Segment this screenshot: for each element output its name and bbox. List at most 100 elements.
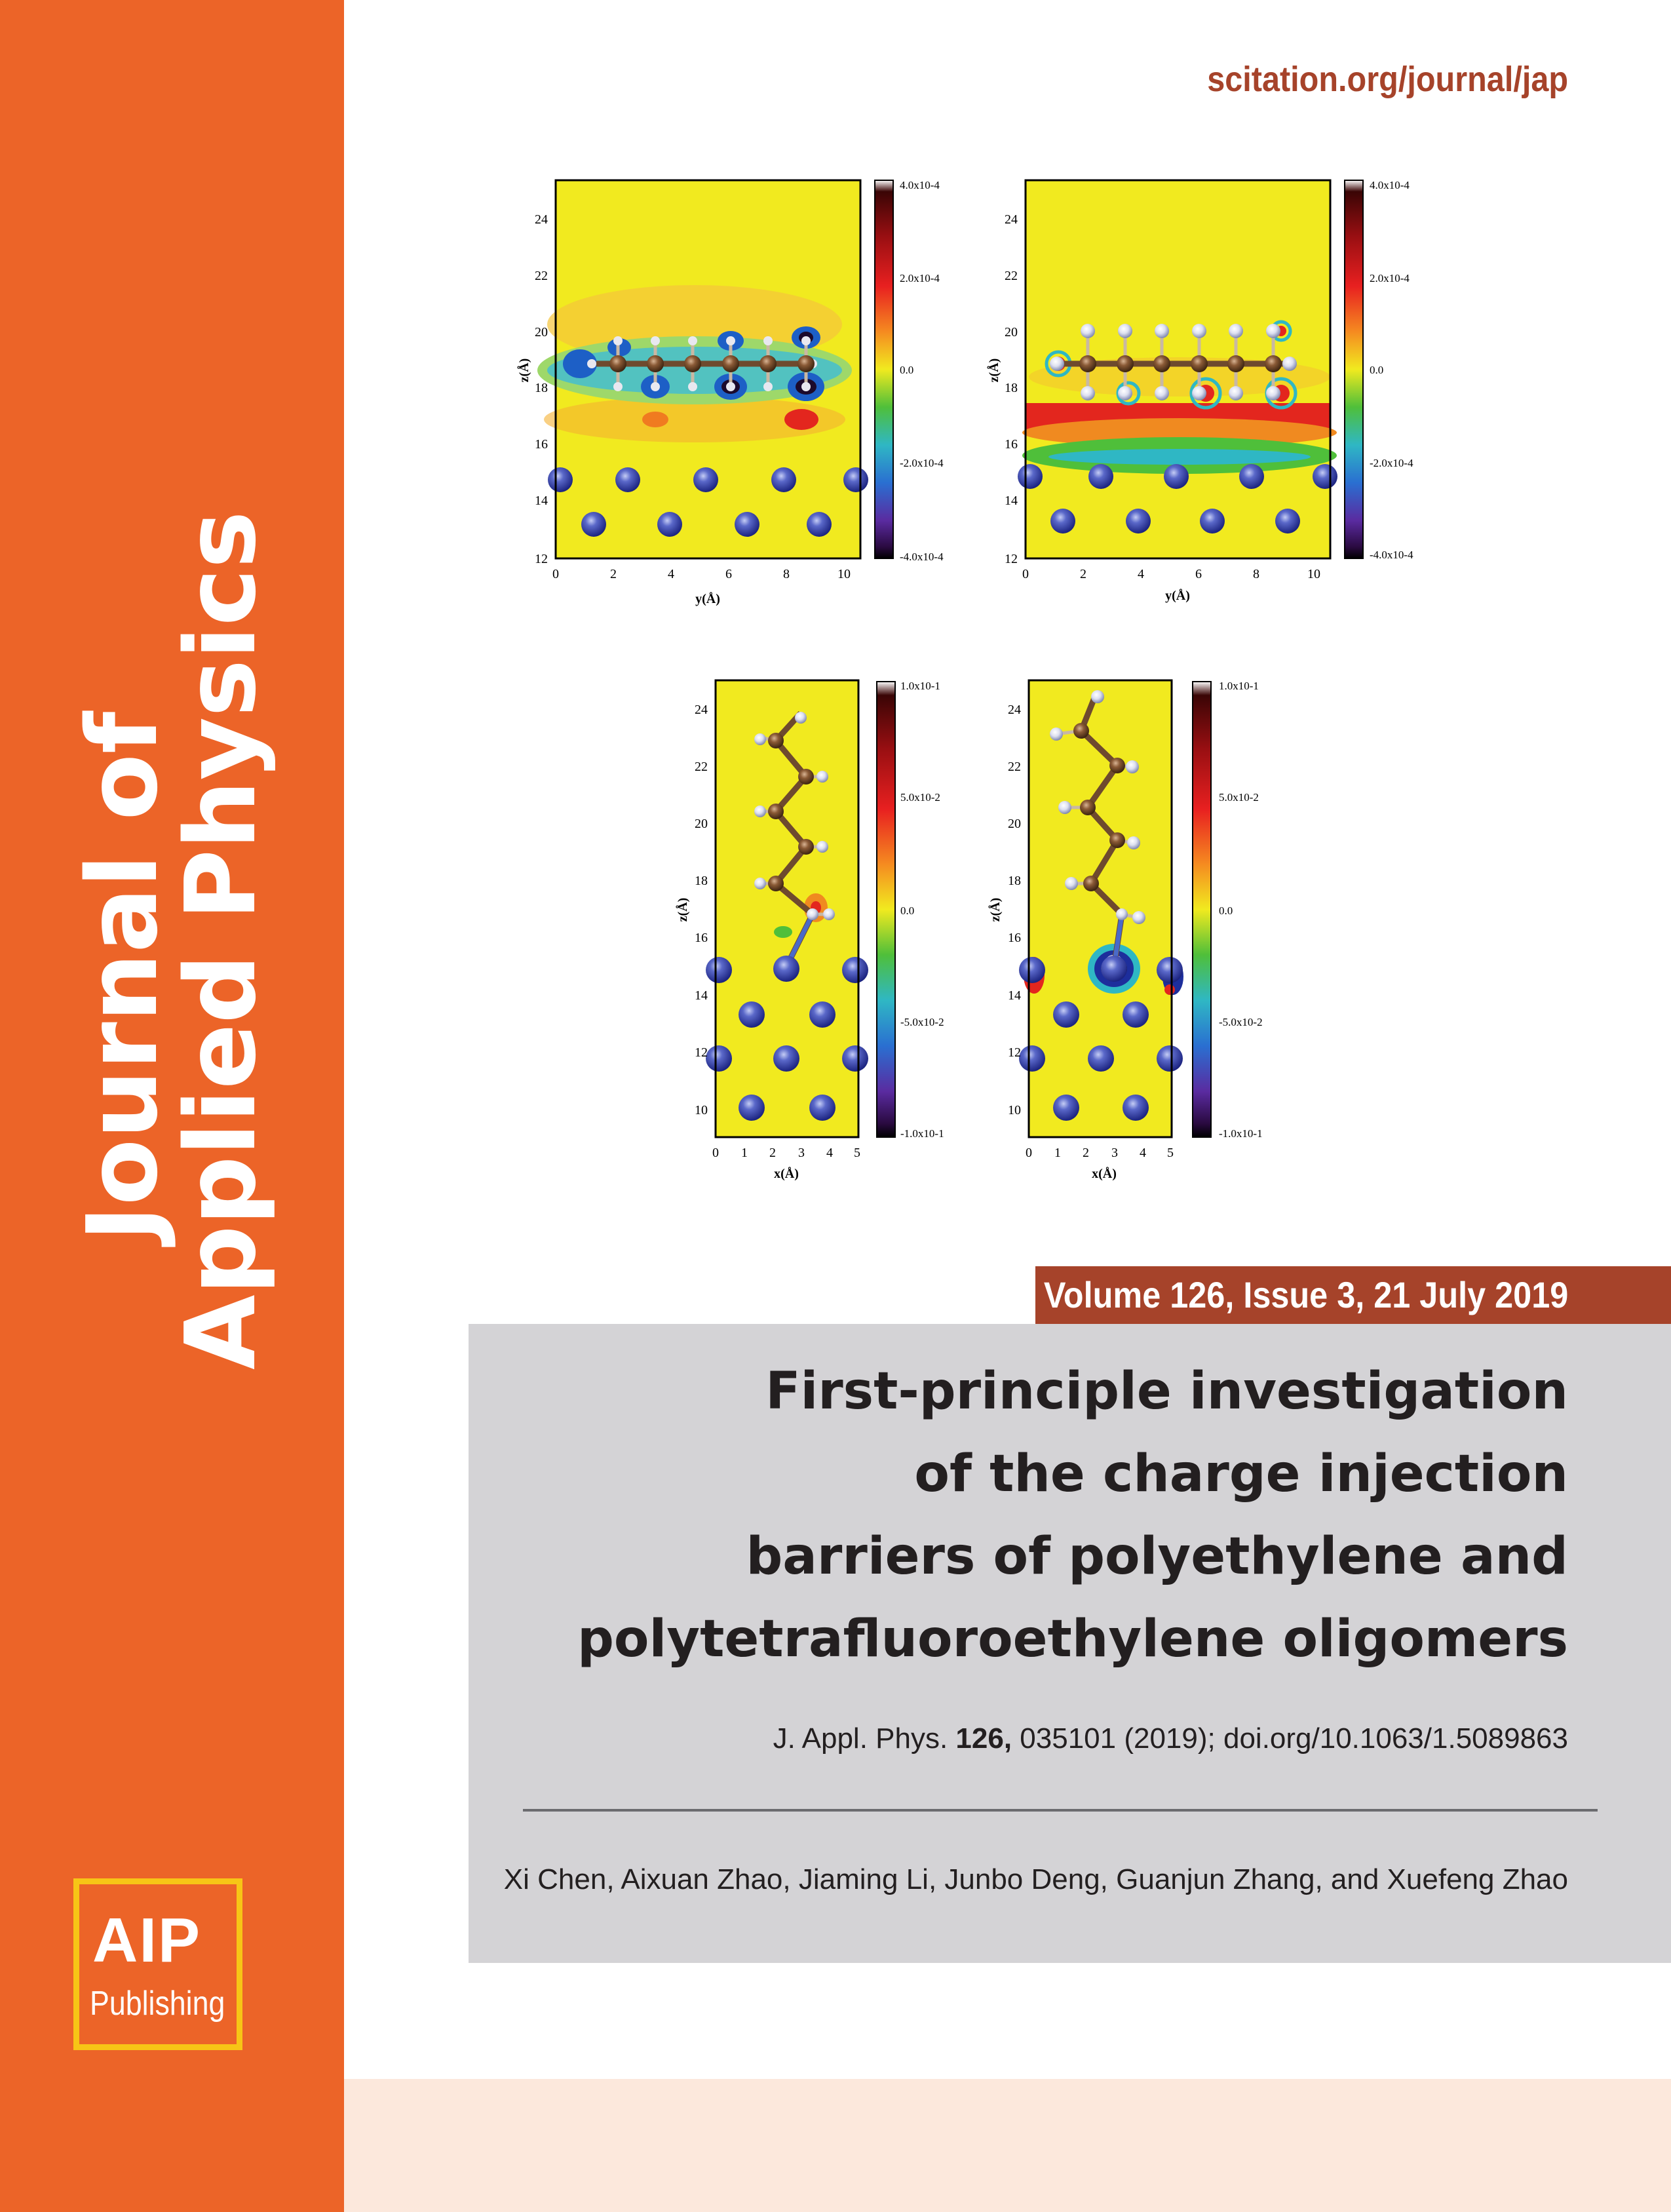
citation-rest: 035101 (2019); doi.org/10.1063/1.5089863	[1012, 1722, 1568, 1755]
tick-label: 16	[695, 931, 708, 945]
tick-label: 12	[535, 552, 548, 566]
panel1-x-ticks: 0 2 4 6 8 10	[552, 567, 851, 581]
divider	[523, 1809, 1598, 1812]
tick-label: 12	[1005, 552, 1018, 566]
tick-label: 12	[1008, 1045, 1021, 1060]
colorbar-label: -2.0x10-4	[900, 457, 944, 469]
tick-label: 0	[712, 1146, 719, 1160]
tick-label: 4	[1140, 1146, 1146, 1160]
colorbar-label: 5.0x10-2	[1219, 791, 1259, 804]
tick-label: 16	[535, 437, 548, 452]
cover-figure: 12 14 16 18 20 22 24 0 2 4 6 8 10 y(Å) z…	[516, 179, 1413, 1181]
colorbar-label: 0.0	[1219, 904, 1233, 917]
tick-label: 6	[1195, 567, 1202, 581]
panel3-xlabel: x(Å)	[774, 1166, 799, 1181]
panel-top-right: 12 14 16 18 20 22 24 0 2 4 6 8 10 y(Å) z…	[986, 179, 1413, 603]
panel3-ylabel: z(Å)	[675, 898, 690, 922]
volume-bar	[1035, 1266, 1671, 1324]
tick-label: 22	[1008, 760, 1021, 774]
tick-label: 10	[695, 1103, 708, 1117]
tick-label: 18	[695, 874, 708, 888]
tick-label: 22	[695, 760, 708, 774]
colorbar-label: -1.0x10-1	[1219, 1127, 1263, 1140]
tick-label: 24	[1005, 212, 1018, 227]
logo-publishing-text: Publishing	[90, 1985, 225, 2023]
tick-label: 4	[826, 1146, 833, 1160]
journal-url[interactable]: scitation.org/journal/jap	[1207, 60, 1568, 99]
article-box	[469, 1324, 1671, 1963]
tick-label: 12	[695, 1045, 708, 1060]
tick-label: 0	[1022, 567, 1029, 581]
panel2-colorbar	[1344, 180, 1364, 559]
tick-label: 10	[837, 567, 851, 581]
citation: J. Appl. Phys. 126, 035101 (2019); doi.o…	[773, 1722, 1568, 1755]
tick-label: 24	[695, 703, 708, 717]
tick-label: 8	[1253, 567, 1259, 581]
bottom-band	[344, 2079, 1671, 2212]
colorbar-label: -5.0x10-2	[900, 1016, 944, 1028]
tick-label: 0	[1026, 1146, 1032, 1160]
sidebar	[0, 0, 344, 2212]
tick-label: 24	[1008, 703, 1021, 717]
colorbar-label: 4.0x10-4	[900, 179, 940, 191]
tick-label: 5	[854, 1146, 860, 1160]
colorbar-label: -5.0x10-2	[1219, 1016, 1263, 1028]
colorbar-label: 1.0x10-1	[900, 680, 940, 692]
tick-label: 2	[610, 567, 617, 581]
tick-label: 24	[535, 212, 548, 227]
tick-label: 20	[695, 817, 708, 831]
colorbar-label: 2.0x10-4	[1370, 272, 1410, 284]
article-title-line: barriers of polyethylene and	[746, 1527, 1568, 1586]
panel-top-left: 12 14 16 18 20 22 24 0 2 4 6 8 10 y(Å) z…	[516, 179, 944, 606]
panel4-ylabel: z(Å)	[988, 898, 1003, 922]
tick-label: 20	[1005, 325, 1018, 340]
panel-bottom-right: 10 12 14 16 18 20 22 24 0 1 2 3 4 5 x(Å)…	[988, 679, 1263, 1181]
tick-label: 22	[535, 269, 548, 283]
tick-label: 3	[1111, 1146, 1118, 1160]
panel1-colorbar	[874, 180, 894, 559]
colorbar-label: 0.0	[1370, 364, 1383, 376]
tick-label: 1	[741, 1146, 748, 1160]
tick-label: 18	[535, 381, 548, 395]
panel-bottom-left: 10 12 14 16 18 20 22 24 0 1 2 3 4 5 x(Å)…	[675, 679, 944, 1181]
panel3-colorbar	[876, 681, 896, 1138]
colorbar-label: 5.0x10-2	[900, 791, 940, 804]
tick-label: 14	[535, 494, 548, 508]
panel1-y-ticks: 12 14 16 18 20 22 24	[535, 212, 548, 566]
colorbar-label: -1.0x10-1	[900, 1127, 944, 1140]
panel1-xlabel: y(Å)	[695, 591, 720, 606]
tick-label: 2	[769, 1146, 776, 1160]
tick-label: 6	[725, 567, 732, 581]
tick-label: 0	[552, 567, 559, 581]
panel4-colorbar	[1192, 681, 1212, 1138]
tick-label: 4	[668, 567, 674, 581]
tick-label: 10	[1307, 567, 1320, 581]
tick-label: 16	[1005, 437, 1018, 452]
tick-label: 20	[535, 325, 548, 340]
tick-label: 1	[1054, 1146, 1061, 1160]
tick-label: 10	[1008, 1103, 1021, 1117]
tick-label: 14	[1008, 988, 1021, 1003]
authors: Xi Chen, Aixuan Zhao, Jiaming Li, Junbo …	[503, 1863, 1568, 1895]
panel1-ylabel: z(Å)	[516, 359, 531, 383]
colorbar-label: 4.0x10-4	[1370, 179, 1410, 191]
colorbar-label: 0.0	[900, 364, 913, 376]
aip-publishing-logo: AIP Publishing	[73, 1878, 242, 2050]
tick-label: 20	[1008, 817, 1021, 831]
colorbar-label: 2.0x10-4	[900, 272, 940, 284]
tick-label: 2	[1080, 567, 1086, 581]
colorbar-label: -2.0x10-4	[1370, 457, 1413, 469]
logo-aip-text: AIP	[92, 1905, 202, 1975]
colorbar-label: -4.0x10-4	[1370, 549, 1413, 561]
citation-volume: 126,	[955, 1722, 1012, 1755]
article-title-line: First-principle investigation	[765, 1362, 1568, 1421]
tick-label: 2	[1083, 1146, 1089, 1160]
tick-label: 8	[783, 567, 790, 581]
colorbar-label: 0.0	[900, 904, 914, 917]
tick-label: 5	[1167, 1146, 1174, 1160]
tick-label: 18	[1005, 381, 1018, 395]
panel4-xlabel: x(Å)	[1092, 1166, 1117, 1181]
tick-label: 14	[1005, 494, 1018, 508]
citation-prefix: J. Appl. Phys.	[773, 1722, 956, 1755]
article-title-line: of the charge injection	[914, 1445, 1568, 1504]
